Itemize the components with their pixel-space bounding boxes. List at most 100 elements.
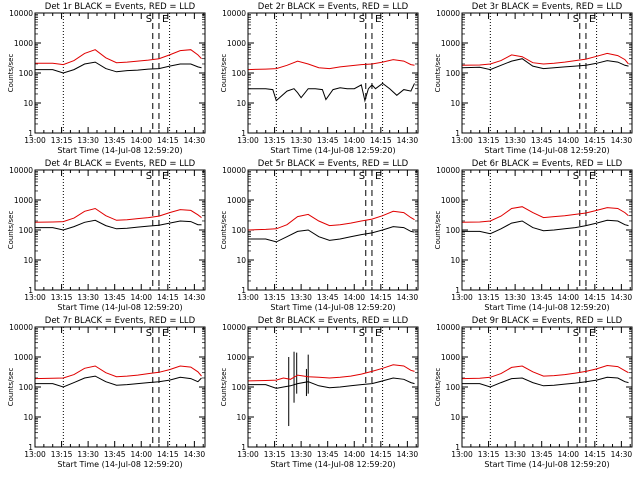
panel-3: Det 3r BLACK = Events, RED = LLD 1 10 100 10… bbox=[434, 2, 633, 155]
panel-8: Det 8r BLACK = Events, RED = LLD 1 10 100 10… bbox=[220, 316, 419, 469]
x-tick-label: 14:00 bbox=[343, 136, 365, 145]
x-tick-label: 13:45 bbox=[317, 450, 339, 459]
x-tick-label: 14:30 bbox=[611, 450, 633, 459]
x-axis-label: Start Time (14-Jul-08 12:59:20) bbox=[484, 460, 609, 469]
x-tick-label: 14:15 bbox=[157, 293, 179, 302]
x-tick-label: 13:30 bbox=[290, 293, 312, 302]
panel-2: Det 2r BLACK = Events, RED = LLD 1 10 100 10… bbox=[220, 2, 419, 155]
x-tick-label: 13:45 bbox=[104, 136, 126, 145]
marker-label-E: E bbox=[375, 14, 381, 25]
series-line-events bbox=[462, 376, 629, 388]
x-tick-label: 13:15 bbox=[264, 450, 286, 459]
x-tick-label: 13:00 bbox=[237, 450, 259, 459]
x-tick-label: 13:45 bbox=[317, 136, 339, 145]
marker-label-E: E bbox=[162, 14, 168, 25]
panel-title: Det 1r BLACK = Events, RED = LLD bbox=[45, 2, 196, 12]
marker-label-S: S bbox=[359, 171, 365, 182]
y-tick-label: 10000 bbox=[436, 9, 460, 18]
y-tick-label: 1 bbox=[455, 286, 460, 295]
x-tick-label: 14:00 bbox=[343, 293, 365, 302]
y-tick-label: 1 bbox=[241, 286, 246, 295]
panel-6: Det 6r BLACK = Events, RED = LLD 1 10 100 10… bbox=[434, 159, 633, 312]
y-axis-label: Counts/sec bbox=[7, 211, 15, 250]
x-tick-label: 13:30 bbox=[290, 136, 312, 145]
marker-label-S: S bbox=[146, 328, 152, 339]
panel-title: Det 8r BLACK = Events, RED = LLD bbox=[258, 316, 409, 326]
marker-label-S: S bbox=[573, 14, 579, 25]
x-tick-label: 13:00 bbox=[451, 450, 473, 459]
marker-label-S: S bbox=[146, 14, 152, 25]
y-axis-label: Counts/sec bbox=[220, 211, 228, 250]
series-line-events bbox=[35, 61, 202, 74]
panel-1: Det 1r BLACK = Events, RED = LLD 1 10 100 10… bbox=[7, 2, 206, 155]
y-axis-label: Counts/sec bbox=[7, 54, 15, 93]
plot-frame bbox=[461, 169, 633, 291]
marker-label-S: S bbox=[359, 14, 365, 25]
x-tick-label: 14:00 bbox=[557, 450, 579, 459]
panel-title: Det 6r BLACK = Events, RED = LLD bbox=[472, 159, 623, 169]
series-line-events bbox=[248, 377, 415, 389]
x-tick-label: 13:30 bbox=[77, 450, 99, 459]
y-tick-label: 10 bbox=[23, 256, 33, 265]
y-tick-label: 1000 bbox=[227, 353, 246, 362]
panel-title: Det 4r BLACK = Events, RED = LLD bbox=[45, 159, 196, 169]
y-tick-label: 1000 bbox=[14, 196, 33, 205]
marker-label-E: E bbox=[589, 14, 595, 25]
plot-frame bbox=[34, 12, 206, 134]
x-tick-label: 13:45 bbox=[531, 293, 553, 302]
x-tick-label: 14:15 bbox=[370, 293, 392, 302]
x-tick-label: 13:00 bbox=[451, 136, 473, 145]
x-tick-label: 14:30 bbox=[611, 293, 633, 302]
x-tick-label: 13:00 bbox=[451, 293, 473, 302]
y-tick-label: 10 bbox=[450, 256, 460, 265]
x-tick-label: 14:15 bbox=[157, 136, 179, 145]
x-tick-label: 14:30 bbox=[611, 136, 633, 145]
x-tick-label: 13:15 bbox=[51, 293, 73, 302]
series-line-events bbox=[248, 82, 415, 103]
series-line-lld bbox=[35, 49, 202, 66]
y-tick-label: 100 bbox=[19, 226, 34, 235]
x-tick-label: 13:00 bbox=[237, 136, 259, 145]
panel-title: Det 9r BLACK = Events, RED = LLD bbox=[472, 316, 623, 326]
y-axis-label: Counts/sec bbox=[220, 54, 228, 93]
y-tick-label: 10000 bbox=[436, 323, 460, 332]
x-tick-label: 13:30 bbox=[77, 136, 99, 145]
x-tick-label: 13:15 bbox=[264, 136, 286, 145]
x-tick-label: 13:45 bbox=[104, 293, 126, 302]
y-tick-label: 1 bbox=[241, 443, 246, 452]
x-axis-label: Start Time (14-Jul-08 12:59:20) bbox=[57, 146, 182, 155]
series-line-lld bbox=[247, 59, 415, 71]
x-tick-label: 13:00 bbox=[24, 136, 46, 145]
y-axis-label: Counts/sec bbox=[7, 368, 15, 407]
x-tick-label: 14:00 bbox=[130, 450, 152, 459]
x-tick-label: 13:30 bbox=[504, 450, 526, 459]
series-line-lld bbox=[461, 206, 629, 223]
y-tick-label: 10 bbox=[450, 413, 460, 422]
y-tick-label: 1 bbox=[241, 129, 246, 138]
x-tick-label: 14:30 bbox=[397, 450, 419, 459]
x-tick-label: 14:30 bbox=[397, 293, 419, 302]
y-tick-label: 1 bbox=[455, 443, 460, 452]
y-tick-label: 1 bbox=[455, 129, 460, 138]
y-tick-label: 1000 bbox=[14, 39, 33, 48]
y-tick-label: 1000 bbox=[441, 353, 460, 362]
x-tick-label: 14:15 bbox=[584, 136, 606, 145]
x-tick-label: 13:30 bbox=[290, 450, 312, 459]
x-tick-label: 13:15 bbox=[478, 450, 500, 459]
x-tick-label: 14:00 bbox=[557, 136, 579, 145]
x-axis-label: Start Time (14-Jul-08 12:59:20) bbox=[484, 146, 609, 155]
y-axis-label: Counts/sec bbox=[220, 368, 228, 407]
y-tick-label: 1 bbox=[28, 443, 33, 452]
y-tick-label: 1000 bbox=[441, 196, 460, 205]
y-tick-label: 10 bbox=[450, 99, 460, 108]
x-tick-label: 14:00 bbox=[343, 450, 365, 459]
x-tick-label: 13:45 bbox=[317, 293, 339, 302]
series-line-lld bbox=[461, 52, 629, 66]
y-tick-label: 10000 bbox=[222, 9, 246, 18]
x-tick-label: 14:30 bbox=[184, 136, 206, 145]
x-tick-label: 13:15 bbox=[51, 450, 73, 459]
marker-label-E: E bbox=[375, 171, 381, 182]
x-tick-label: 13:15 bbox=[478, 136, 500, 145]
x-tick-label: 13:00 bbox=[237, 293, 259, 302]
